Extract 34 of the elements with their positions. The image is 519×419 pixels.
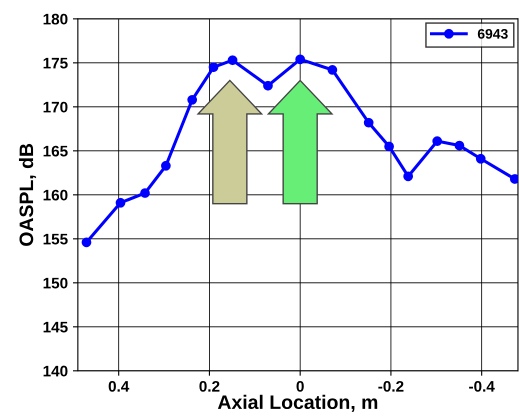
point [295, 54, 306, 64]
point [476, 154, 486, 164]
y-tick-label: 160 [44, 190, 68, 201]
legend-label: 6943 [478, 28, 508, 39]
point [228, 55, 238, 66]
y-tick-label: 150 [44, 278, 68, 289]
x-tick-label: -0.2 [378, 380, 404, 392]
point [403, 171, 414, 182]
point [208, 62, 218, 72]
y-tick-label: 165 [44, 146, 68, 157]
y-tick-label: 180 [44, 14, 68, 25]
point [161, 160, 171, 171]
x-axis-title: Axial Location, m [218, 394, 378, 412]
y-axis-title: OASPL, dB [18, 144, 36, 246]
y-tick-label: 175 [44, 58, 68, 69]
point [364, 118, 374, 128]
x-tick-label: 0.2 [199, 380, 220, 392]
point [187, 94, 198, 105]
x-tick-label: -0.4 [469, 380, 495, 392]
point [82, 237, 92, 248]
y-tick-label: 140 [44, 366, 68, 376]
point [140, 188, 150, 198]
point [384, 142, 394, 152]
point [263, 80, 273, 91]
y-tick-label: 155 [44, 234, 68, 245]
point [454, 140, 464, 150]
y-tick-label: 145 [44, 322, 68, 333]
point [432, 136, 442, 146]
x-tick-label: 0.4 [108, 380, 130, 392]
point [510, 174, 518, 184]
y-tick-label: 170 [44, 102, 68, 113]
x-tick-label: 0 [296, 380, 304, 392]
point [328, 65, 338, 75]
point [116, 198, 126, 208]
